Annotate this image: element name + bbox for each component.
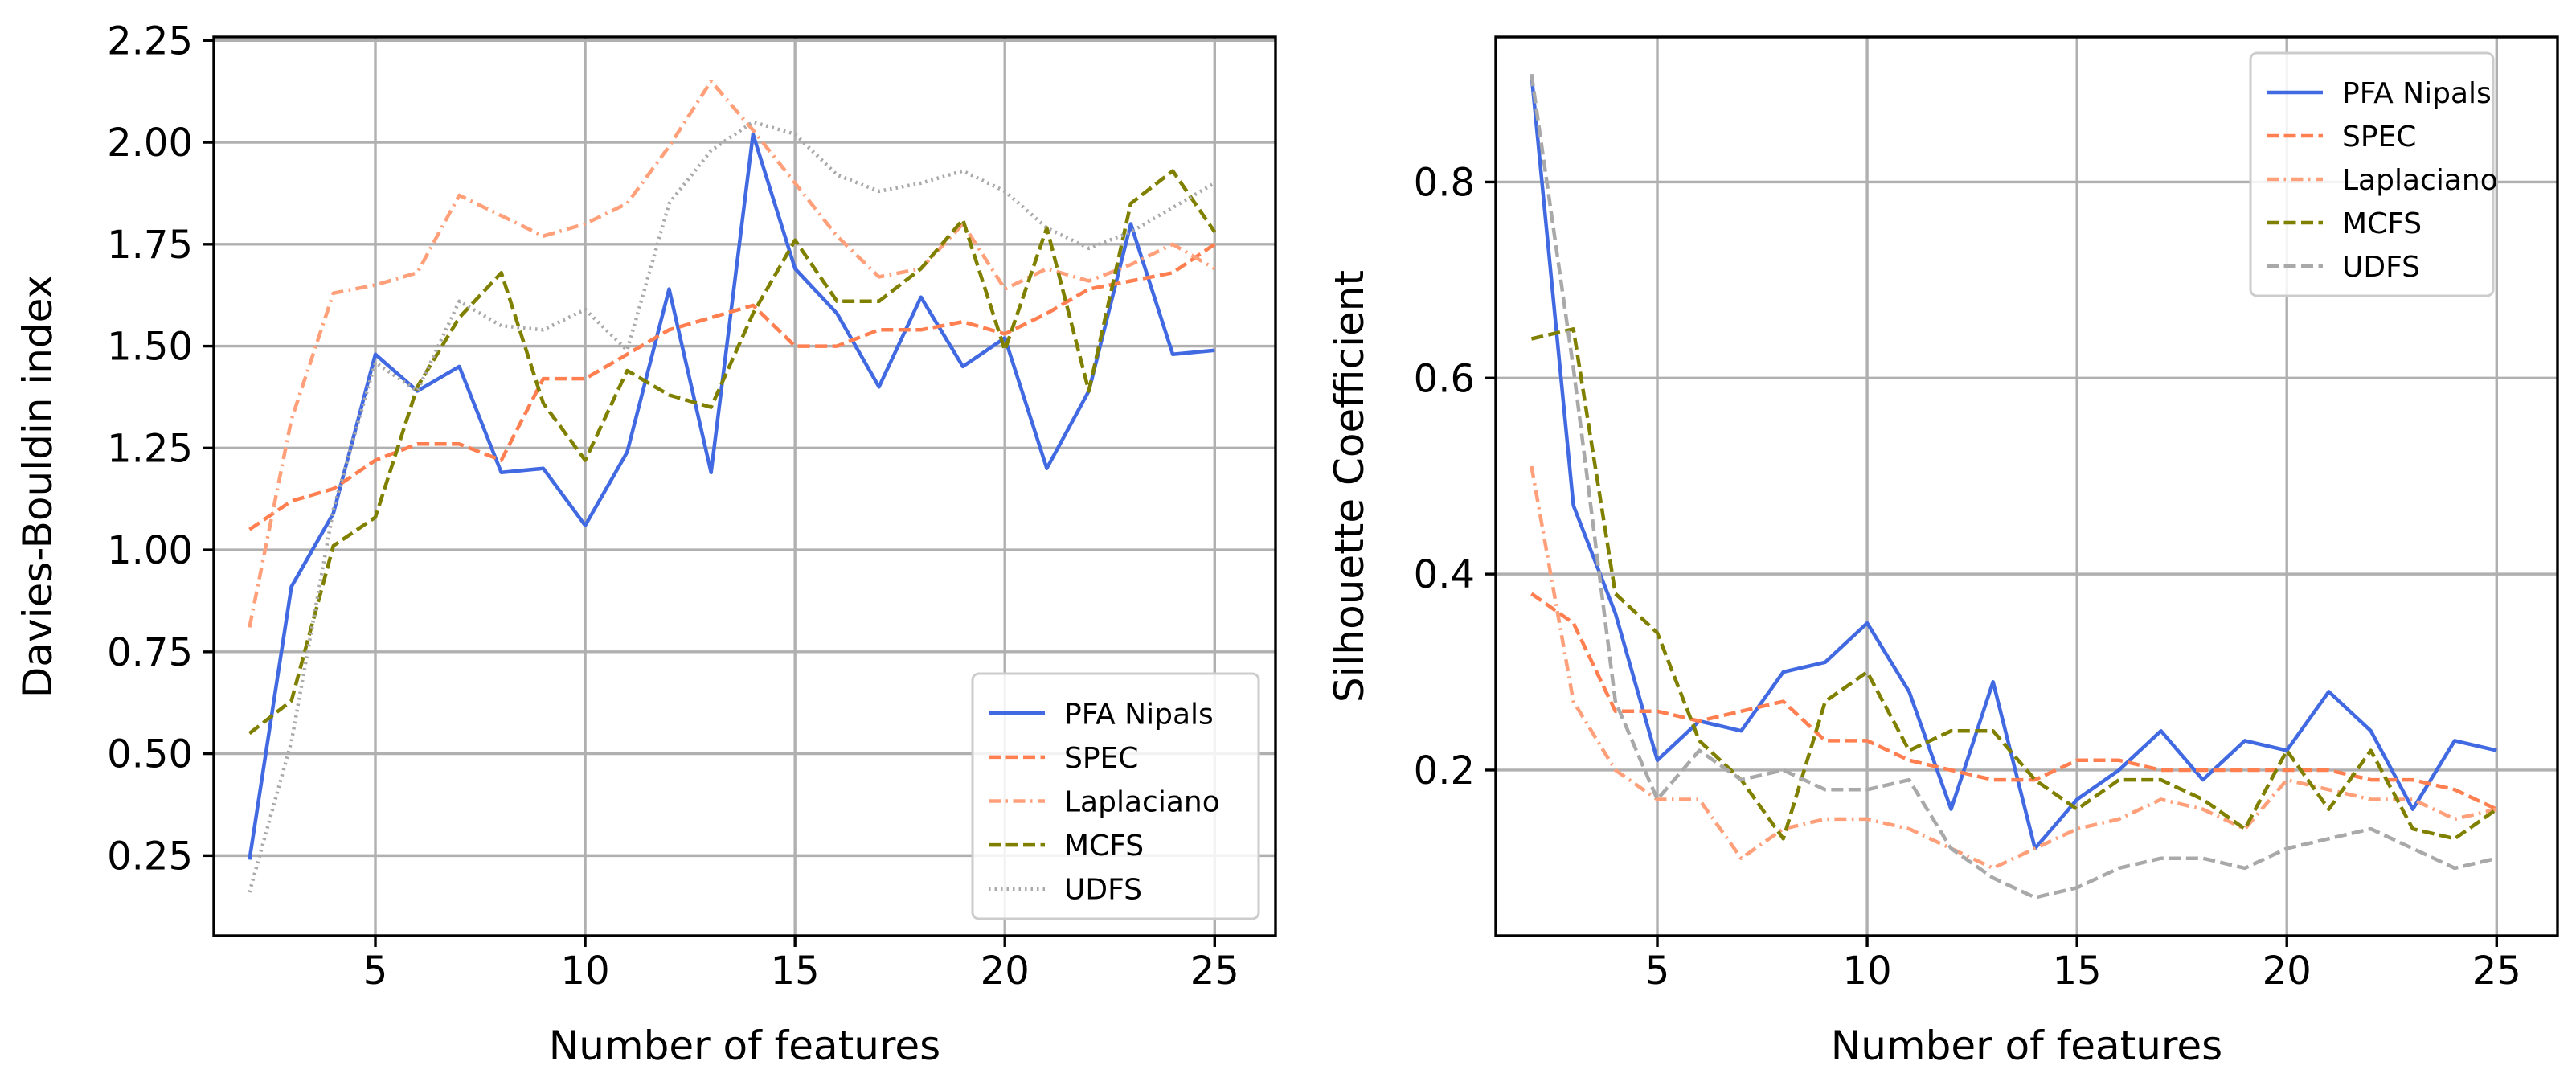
y-axis-ticks: 0.25 0.50 0.75 1.00 1.25 1.50 1.75 2.00 2.25	[107, 18, 214, 879]
y-tick-label: 0.6	[1414, 356, 1475, 401]
series-line-laplaciano	[248, 79, 1216, 628]
series-line-mcfs	[248, 169, 1217, 736]
x-axis-ticks: 5 10 15 20 25	[363, 936, 1239, 994]
x-tick-label: 10	[1843, 949, 1892, 994]
legend-box	[2249, 51, 2495, 297]
y-axis-label: Davies-Bouldin index	[14, 275, 61, 698]
y-tick-label: 1.75	[107, 223, 193, 268]
y-axis-label: Silhouette Coefficient	[1326, 270, 1373, 703]
x-tick-label: 20	[2263, 949, 2312, 994]
y-tick-label: 0.2	[1414, 748, 1475, 793]
x-tick-label: 25	[1190, 949, 1239, 994]
legend-box	[971, 672, 1260, 920]
series-line-udfs	[1530, 73, 2497, 900]
x-tick-label: 20	[981, 949, 1030, 994]
legend-label-spec: SPEC	[2342, 121, 2416, 154]
x-tick-label: 5	[363, 949, 388, 994]
y-axis-ticks: 0.2 0.4 0.6 0.8	[1414, 160, 1496, 793]
y-tick-label: 2.00	[107, 121, 193, 166]
y-tick-label: 0.50	[107, 732, 193, 777]
x-tick-label: 5	[1645, 949, 1670, 994]
x-tick-label: 15	[2053, 949, 2102, 994]
y-tick-label: 2.25	[107, 18, 193, 64]
legend-label-pfa: PFA Nipals	[1064, 698, 1214, 731]
y-tick-label: 0.8	[1414, 160, 1475, 205]
series-lines	[248, 79, 1217, 893]
axes-frame	[1494, 35, 2559, 937]
davies-bouldin-chart: 5 10 15 20 25 0.25 0.50 0.75 1.00 1.25 1.50 1.75 2.0…	[14, 18, 1277, 1069]
legend: PFA Nipals SPEC Laplaciano MCFS UDFS	[971, 672, 1260, 920]
legend-label-spec: SPEC	[1064, 742, 1138, 775]
x-tick-label: 10	[561, 949, 610, 994]
legend-label-udfs: UDFS	[1064, 874, 1142, 907]
x-axis-label: Number of features	[1831, 1023, 2222, 1069]
x-tick-label: 25	[2472, 949, 2521, 994]
y-tick-label: 0.75	[107, 630, 193, 675]
legend-label-mcfs: MCFS	[2342, 207, 2422, 240]
y-tick-label: 0.25	[107, 834, 193, 879]
x-axis-ticks: 5 10 15 20 25	[1645, 936, 2521, 994]
legend-label-laplaciano: Laplaciano	[2342, 164, 2498, 197]
legend-label-udfs: UDFS	[2342, 251, 2420, 284]
silhouette-chart: 5 10 15 20 25 0.2 0.4 0.6 0.8 Number of features S…	[1326, 35, 2559, 1069]
x-tick-label: 15	[771, 949, 820, 994]
legend-label-pfa: PFA Nipals	[2342, 77, 2492, 110]
y-tick-label: 1.50	[107, 325, 193, 370]
legend-label-laplaciano: Laplaciano	[1064, 786, 1220, 819]
legend-label-mcfs: MCFS	[1064, 830, 1144, 863]
series-lines	[1530, 73, 2498, 900]
legend: PFA Nipals SPEC Laplaciano MCFS UDFS	[2249, 51, 2498, 297]
y-tick-label: 1.25	[107, 426, 193, 471]
series-line-spec	[248, 242, 1216, 531]
y-tick-label: 0.4	[1414, 552, 1475, 597]
y-tick-label: 1.00	[107, 528, 193, 573]
series-line-spec	[1530, 592, 2498, 811]
x-axis-label: Number of features	[549, 1023, 940, 1069]
axes-frame	[212, 35, 1277, 937]
